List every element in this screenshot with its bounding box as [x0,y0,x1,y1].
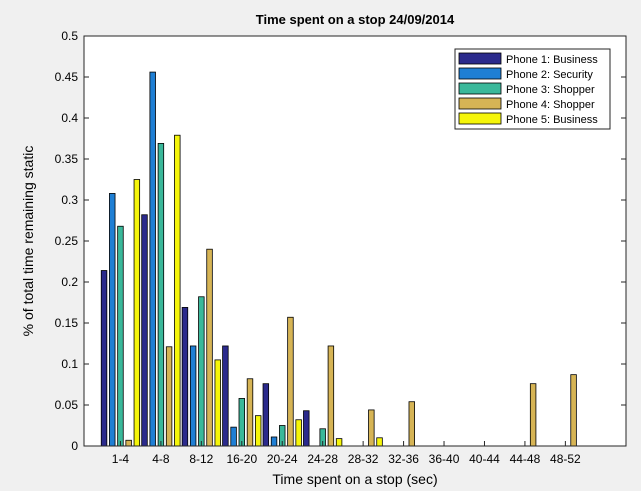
bar [181,307,189,447]
legend-swatch [458,112,502,125]
bar [262,383,270,447]
bar [376,437,383,447]
bar [157,143,165,447]
legend-swatch [458,52,502,65]
x-tick-label: 44-48 [510,452,541,466]
y-axis: 0 0.05 0.1 0.15 0.2 0.25 0.3 0.35 0.4 0.45 0.5 [55,29,626,453]
bar [238,398,245,447]
y-tick-label: 0 [71,439,78,453]
x-tick-label: 4-8 [152,452,170,466]
bar [246,378,254,447]
bar [287,316,294,447]
y-tick-label: 0.3 [61,193,78,207]
bar [327,345,335,447]
x-tick-label: 16-20 [226,452,257,466]
legend-entry-label: Phone 3: Shopper [506,84,595,96]
x-tick-label: 20-24 [267,452,298,466]
y-tick-label: 0.25 [55,234,79,248]
y-tick-label: 0.5 [61,29,78,43]
bar [206,248,213,447]
x-axis-label: Time spent on a stop (sec) [272,471,437,487]
bar [295,419,302,447]
y-tick-label: 0.35 [55,152,79,166]
bar [149,71,156,447]
bar [368,409,375,447]
bar [254,415,262,447]
bar [189,345,197,447]
legend-entry-label: Phone 5: Business [506,114,598,126]
y-tick-label: 0.1 [61,357,78,371]
x-tick-label: 24-28 [307,452,338,466]
legend-swatch [458,97,502,110]
x-tick-label: 36-40 [429,452,460,466]
y-tick-label: 0.45 [55,70,79,84]
bar [214,359,221,447]
bar [408,401,415,447]
x-tick-label: 40-44 [469,452,500,466]
legend-entry-label: Phone 1: Business [506,54,598,66]
bar [529,383,537,447]
bar [109,193,116,447]
legend-swatch [458,82,502,95]
bar [303,410,310,447]
bar [335,438,343,447]
legend-swatch [458,67,502,80]
x-tick-label: 32-36 [388,452,419,466]
bar [141,214,148,447]
bar [125,439,132,447]
x-tick-label: 8-12 [189,452,213,466]
y-tick-label: 0.15 [55,316,79,330]
bar [174,134,181,447]
x-tick-label: 1-4 [112,452,130,466]
x-tick-label: 28-32 [348,452,379,466]
legend: Phone 1: Business Phone 2: Security Phone … [454,48,611,130]
y-tick-label: 0.05 [55,398,79,412]
x-tick-label: 48-52 [550,452,581,466]
legend-entry-label: Phone 4: Shopper [506,99,595,111]
y-axis-label: % of total time remaining static [20,146,36,337]
bar [570,374,577,447]
x-axis: 1-4 4-8 8-12 16-20 20-24 24-28 28-32 32-36 36-40… [112,441,581,466]
chart-title: Time spent on a stop 24/09/2014 [256,12,455,27]
bar [230,426,237,447]
y-tick-label: 0.2 [61,275,78,289]
bar [117,225,124,447]
legend-entry-label: Phone 2: Security [506,69,593,81]
y-tick-label: 0.4 [61,111,78,125]
bar [133,179,141,447]
bar [100,270,108,447]
bar [270,436,278,447]
bar [165,346,173,447]
bar [198,296,205,447]
bar [222,345,229,447]
